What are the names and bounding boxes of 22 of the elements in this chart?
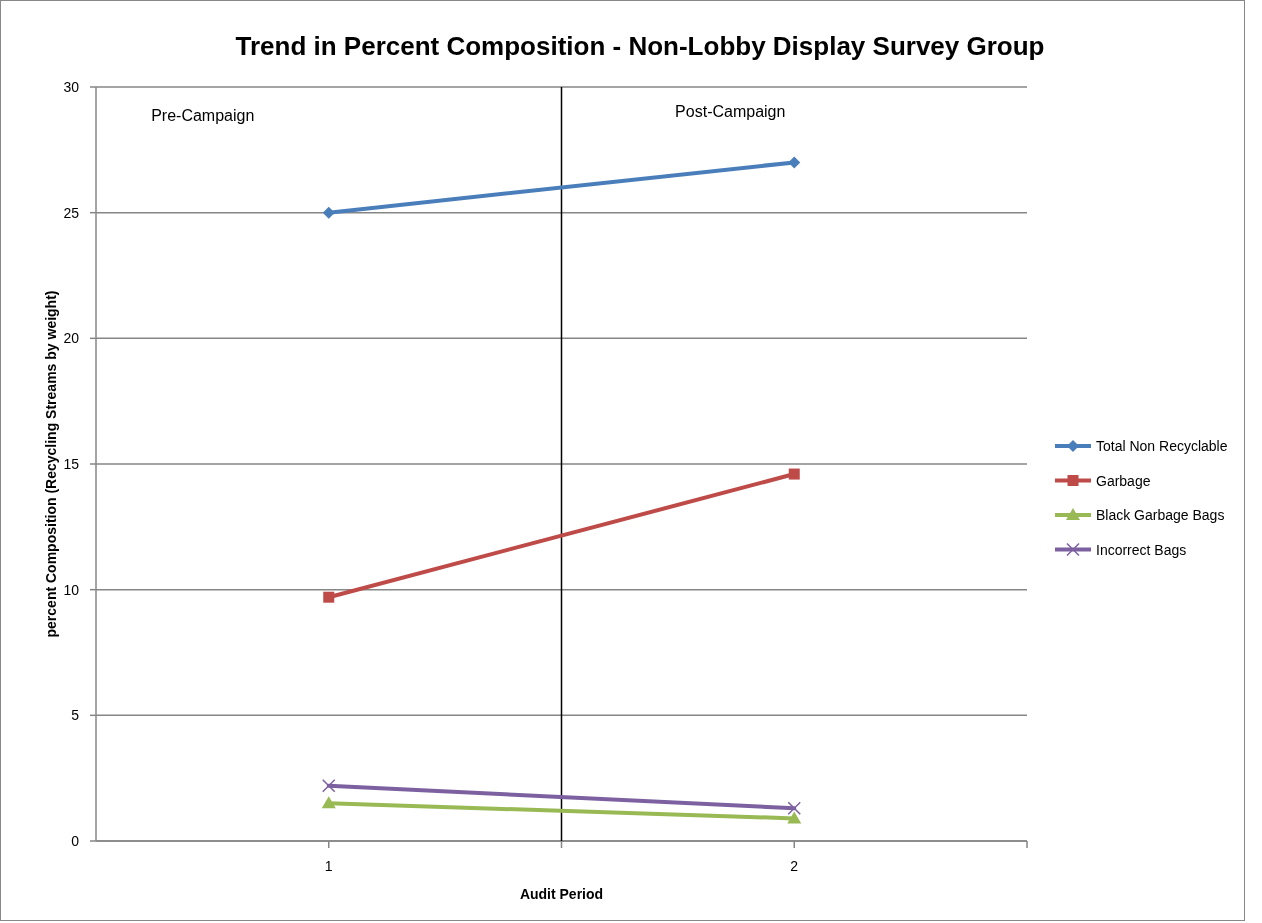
legend-label: Garbage xyxy=(1096,472,1151,489)
x-tick-label: 2 xyxy=(790,858,799,874)
legend-label: Black Garbage Bags xyxy=(1096,507,1225,523)
y-tick-label: 30 xyxy=(63,79,80,95)
y-tick-label: 20 xyxy=(63,330,80,347)
legend-label: Incorrect Bags xyxy=(1096,541,1187,558)
annotation: Post-Campaign xyxy=(675,103,786,120)
point xyxy=(788,468,800,480)
y-tick-label: 5 xyxy=(71,707,80,724)
y-tick-label: 25 xyxy=(63,204,80,221)
y-tick-label: 0 xyxy=(71,833,80,849)
y-axis-title: percent Composition (Recycling Streams by weight) xyxy=(43,290,59,638)
annotation: Pre-Campaign xyxy=(151,107,255,124)
chart-title: Trend in Percent Composition - Non-Lobby Display Survey Group xyxy=(235,31,1045,61)
y-tick-label: 10 xyxy=(63,581,80,598)
y-tick-label: 15 xyxy=(63,456,80,472)
point xyxy=(323,591,335,603)
x-tick-label: 1 xyxy=(324,858,333,874)
point xyxy=(322,206,335,219)
x-axis-title: Audit Period xyxy=(519,886,604,902)
point xyxy=(322,778,336,793)
legend-label: Total Non Recyclable xyxy=(1096,438,1228,454)
